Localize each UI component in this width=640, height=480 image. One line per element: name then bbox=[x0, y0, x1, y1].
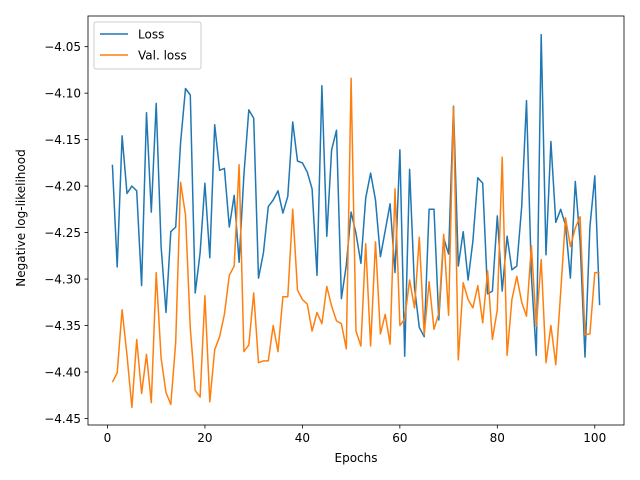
x-tick-label: 80 bbox=[490, 431, 505, 445]
y-tick-label: −4.15 bbox=[44, 133, 81, 147]
legend: Loss Val. loss bbox=[93, 21, 202, 70]
y-tick-label: −4.05 bbox=[44, 40, 81, 54]
y-tick-label: −4.20 bbox=[44, 180, 81, 194]
y-tick-label: −4.10 bbox=[44, 87, 81, 101]
x-tick-label: 20 bbox=[197, 431, 212, 445]
series-line-0 bbox=[111, 33, 601, 358]
plot-frame bbox=[87, 15, 625, 426]
y-tick-label: −4.30 bbox=[44, 273, 81, 287]
y-tick-label: −4.35 bbox=[44, 319, 81, 333]
y-tick-label: −4.25 bbox=[44, 226, 81, 240]
x-axis-label: Epochs bbox=[335, 451, 378, 465]
x-tick-label: 60 bbox=[392, 431, 407, 445]
y-axis-label: Negative log-likelihood bbox=[14, 149, 28, 286]
legend-label-1: Val. loss bbox=[138, 49, 187, 63]
y-tick-label: −4.45 bbox=[44, 412, 81, 426]
x-tick-label: 100 bbox=[583, 431, 606, 445]
series-line-1 bbox=[111, 77, 600, 409]
x-tick-label: 40 bbox=[295, 431, 310, 445]
series-layer bbox=[111, 33, 601, 409]
legend-label-0: Loss bbox=[138, 28, 164, 42]
y-tick-label: −4.40 bbox=[44, 366, 81, 380]
axes-layer: 0 20 40 60 80 100 −4.45 −4.40 −4.35 −4.30 −4.25 −4.… bbox=[44, 15, 625, 445]
x-tick-label: 0 bbox=[104, 431, 112, 445]
